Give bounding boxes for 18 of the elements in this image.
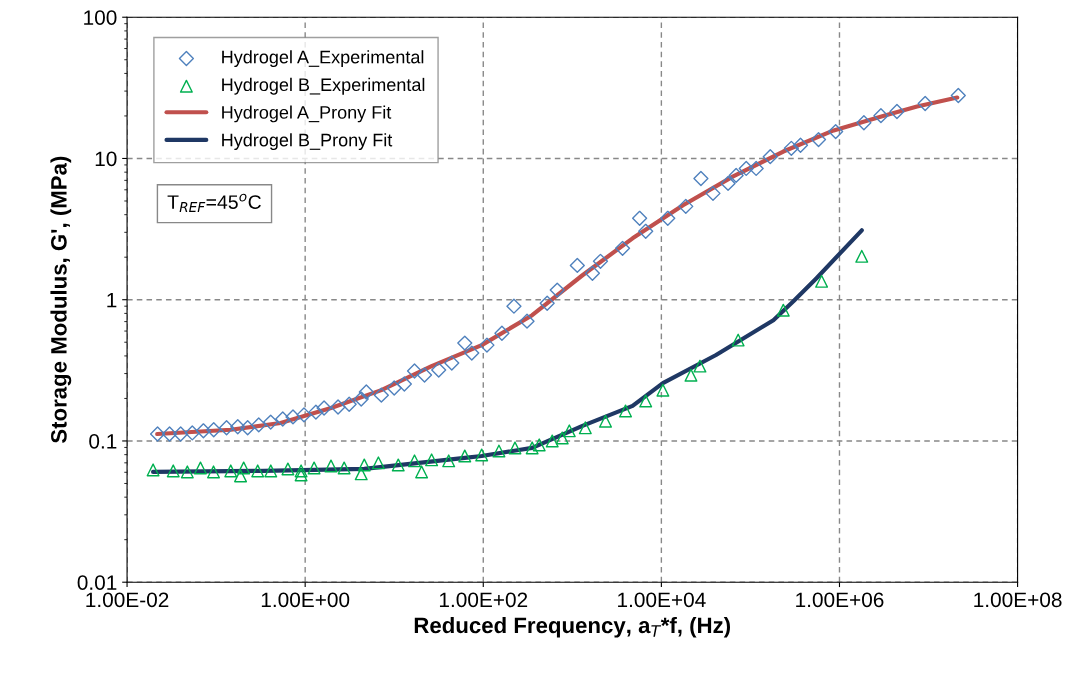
y-tick-label: 1 [107, 292, 117, 308]
legend-label: Hydrogel A_Experimental [222, 50, 424, 68]
y-axis-title: Storage Modulus, G', (MPa) [50, 156, 72, 444]
annotation: T$_{REF}$=45$^{o}$C [167, 193, 261, 212]
legend-label: Hydrogel A_Prony Fit [222, 105, 392, 123]
legend-label: Hydrogel B_Prony Fit [222, 133, 393, 151]
y-tick-label: 10 [95, 151, 117, 167]
x-tick-label: 1.00E+00 [261, 592, 350, 608]
x-tick-label: 1.00E+04 [618, 592, 706, 608]
y-tick-label: 0.1 [89, 433, 117, 449]
x-tick-label: 1.00E+08 [974, 592, 1062, 608]
y-tick-label: 100 [84, 10, 117, 25]
legend-label: Hydrogel B_Experimental [222, 77, 425, 95]
x-tick-label: 1.00E-02 [86, 592, 169, 608]
x-tick-label: 1.00E+06 [796, 592, 884, 608]
x-axis-title: Reduced Frequency, a$_{T}$*f, (Hz) [414, 616, 730, 638]
x-tick-label: 1.00E+02 [439, 592, 528, 608]
y-tick-label: 0.01 [77, 575, 117, 590]
